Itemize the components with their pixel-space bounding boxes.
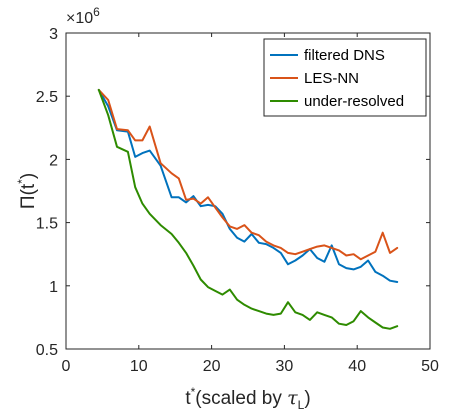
x-label-main: t: [185, 388, 191, 409]
x-tick-label: 10: [130, 358, 148, 375]
y-tick-label: 1.5: [36, 216, 58, 233]
series-line-1: [97, 88, 399, 283]
legend: filtered DNS LES-NN under-resolved: [263, 38, 427, 117]
y-tick-label: 0.5: [36, 342, 58, 359]
series-line-2: [97, 88, 399, 261]
x-tick-label: 20: [203, 358, 221, 375]
x-label-tau-sub: L: [298, 398, 305, 412]
x-tick-label: 50: [421, 358, 439, 375]
x-label-sup: *: [191, 385, 196, 399]
x-label-rest: (scaled by: [195, 388, 287, 409]
y-multiplier-exponent: 6: [93, 5, 100, 19]
x-label-close: ): [304, 388, 310, 409]
y-tick-label: 1: [49, 279, 58, 296]
y-label-main: Π(t: [18, 183, 39, 209]
axes-box: [65, 32, 431, 350]
legend-entry: filtered DNS: [304, 47, 385, 64]
y-axis-label: Π(t*): [15, 173, 39, 209]
x-tick-label: 30: [276, 358, 294, 375]
x-label-tau: τ: [287, 387, 298, 409]
x-axis-label: t*(scaled by τL): [185, 385, 310, 412]
y-label-close: ): [18, 173, 39, 179]
y-label-sup: *: [15, 179, 29, 184]
y-tick-label: 2: [49, 152, 58, 169]
x-tick-label: 0: [62, 358, 71, 375]
axis-ticks: 0 10 20 30 40 50 0.5 1 1.5 2 2.5 3: [36, 26, 439, 375]
series-line-3: [97, 88, 399, 330]
y-axis-multiplier: ×106: [66, 5, 100, 27]
plot-area: [97, 88, 399, 330]
legend-entry: LES-NN: [304, 70, 359, 87]
y-tick-label: 2.5: [36, 89, 58, 106]
x-tick-label: 40: [348, 358, 366, 375]
y-multiplier-base: ×10: [66, 10, 93, 27]
y-tick-label: 3: [49, 26, 58, 43]
legend-entry: under-resolved: [304, 93, 404, 110]
